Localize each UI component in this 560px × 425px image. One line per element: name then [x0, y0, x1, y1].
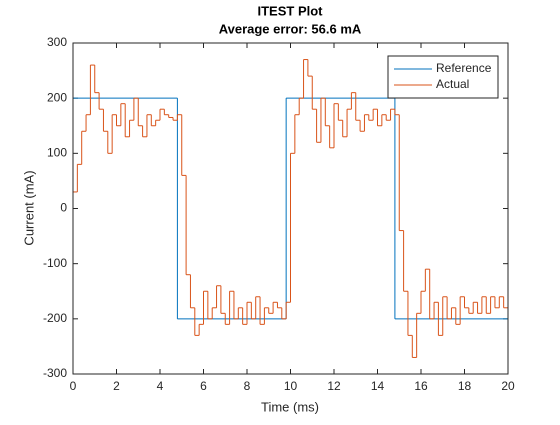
- axes-box: [72, 42, 509, 375]
- y-tick-label: 200: [47, 90, 67, 104]
- y-tick-label: 0: [60, 201, 67, 215]
- y-tick-label: -100: [43, 256, 67, 270]
- chart-subtitle: Average error: 56.6 mA: [219, 21, 362, 36]
- chart-title: ITEST Plot: [258, 3, 324, 18]
- x-tick-label: 0: [70, 379, 77, 393]
- x-tick-label: 10: [284, 379, 298, 393]
- x-axis-label: Time (ms): [261, 399, 319, 414]
- y-axis-label: Current (mA): [21, 170, 36, 245]
- y-tick-label: -300: [43, 366, 67, 380]
- y-tick-label: 300: [47, 35, 67, 49]
- x-tick-label: 12: [327, 379, 341, 393]
- x-tick-label: 4: [157, 379, 164, 393]
- y-tick-label: 100: [47, 146, 67, 160]
- x-tick-label: 2: [113, 379, 120, 393]
- legend-label: Actual: [436, 77, 469, 91]
- legend-box: [387, 55, 499, 99]
- x-tick-label: 6: [200, 379, 207, 393]
- x-tick-label: 8: [244, 379, 251, 393]
- x-tick-label: 16: [414, 379, 428, 393]
- x-tick-label: 18: [458, 379, 472, 393]
- x-tick-label: 20: [501, 379, 515, 393]
- y-tick-label: -200: [43, 311, 67, 325]
- legend-label: Reference: [436, 61, 492, 75]
- x-tick-label: 14: [371, 379, 385, 393]
